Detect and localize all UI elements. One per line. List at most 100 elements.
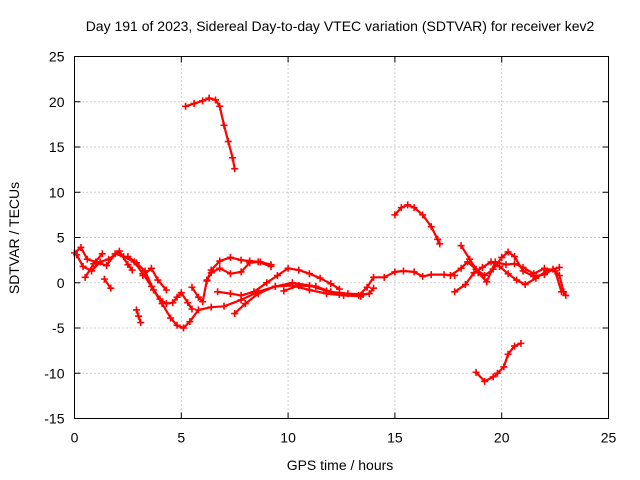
data-point <box>205 94 213 102</box>
data-point <box>472 368 480 376</box>
data-point <box>211 96 219 104</box>
data-point <box>250 288 258 296</box>
data-point <box>90 260 98 268</box>
y-tick-label: 25 <box>49 49 65 65</box>
y-axis-label: SDTVAR / TECUs <box>6 182 22 294</box>
series-arc-6 <box>188 258 275 306</box>
y-tick-label: 10 <box>49 184 65 200</box>
data-point <box>500 363 508 371</box>
series-arc-7 <box>203 253 275 285</box>
data-point <box>263 279 271 287</box>
data-point <box>98 250 106 258</box>
series-line <box>233 281 341 315</box>
data-point <box>399 267 407 275</box>
data-point <box>391 268 399 276</box>
data-point <box>470 269 478 277</box>
data-point <box>79 262 87 270</box>
data-point <box>316 274 324 282</box>
data-point <box>461 281 469 289</box>
data-point <box>139 272 147 280</box>
data-point <box>496 262 504 270</box>
data-point <box>511 342 519 350</box>
data-point <box>344 290 352 298</box>
data-point <box>226 253 234 261</box>
data-point <box>365 290 373 298</box>
data-point <box>190 100 198 108</box>
series-arc-3 <box>100 275 115 292</box>
data-point <box>481 272 489 280</box>
data-point <box>150 286 158 294</box>
series-line <box>453 260 561 293</box>
y-tick-label: 20 <box>49 94 65 110</box>
data-point <box>295 281 303 289</box>
data-point <box>521 281 529 289</box>
data-point <box>158 300 166 308</box>
series-arc-9 <box>231 279 343 318</box>
data-point <box>137 319 145 327</box>
data-point <box>254 290 262 298</box>
series-arc-17 <box>472 339 525 385</box>
series-arc-16 <box>451 258 563 296</box>
data-point <box>81 273 89 281</box>
data-point <box>267 261 275 269</box>
data-point <box>532 274 540 282</box>
data-point <box>284 264 292 272</box>
y-tick-label: 5 <box>57 230 65 246</box>
series-arc-11 <box>355 267 459 299</box>
data-point <box>558 288 566 296</box>
axis-ticks: 0 5 10 15 20 25 -15 -10 -5 0 5 10 15 20 25 <box>44 49 616 446</box>
data-point <box>543 267 551 275</box>
data-point <box>216 102 224 110</box>
x-axis-label: GPS time / hours <box>287 457 394 473</box>
data-point <box>410 268 418 276</box>
data-point <box>188 305 196 313</box>
data-point <box>440 271 448 279</box>
data-point <box>231 165 239 173</box>
data-point <box>128 266 136 274</box>
data-point <box>436 240 444 248</box>
data-point <box>478 263 486 271</box>
grid <box>74 56 609 419</box>
data-point <box>513 276 521 284</box>
data-point <box>481 377 489 385</box>
data-point <box>446 272 454 280</box>
data-point <box>246 257 254 265</box>
series-arc-19 <box>139 264 170 294</box>
data-point <box>107 284 115 292</box>
data-point <box>504 270 512 278</box>
x-tick-label: 5 <box>177 430 185 446</box>
data-point <box>135 312 143 320</box>
data-point <box>132 306 140 314</box>
chart-title: Day 191 of 2023, Sidereal Day-to-day VTE… <box>86 18 595 34</box>
data-point <box>457 242 465 250</box>
y-tick-label: -5 <box>52 320 65 336</box>
data-point <box>77 243 85 251</box>
data-point <box>194 306 202 314</box>
data-point <box>466 255 474 263</box>
data-point <box>241 300 249 308</box>
data-point <box>380 273 388 281</box>
data-point <box>105 255 113 263</box>
series-arc-18 <box>81 250 106 281</box>
data-point <box>419 211 427 219</box>
data-point <box>207 303 215 311</box>
data-point <box>305 270 313 278</box>
data-point <box>173 321 181 329</box>
series-arc-12 <box>182 94 239 173</box>
data-point <box>100 275 108 283</box>
data-point <box>124 261 132 269</box>
data-point <box>363 283 371 291</box>
data-point <box>427 271 435 279</box>
data-point <box>457 264 465 272</box>
data-point <box>370 284 378 292</box>
data-point <box>132 259 140 267</box>
series-arc-13 <box>391 201 444 248</box>
data-point <box>434 235 442 243</box>
x-tick-label: 20 <box>494 430 510 446</box>
data-point <box>498 253 506 261</box>
data-point <box>419 272 427 280</box>
data-point <box>96 258 104 266</box>
data-point <box>271 282 279 290</box>
data-point <box>391 211 399 219</box>
data-point <box>188 283 196 291</box>
